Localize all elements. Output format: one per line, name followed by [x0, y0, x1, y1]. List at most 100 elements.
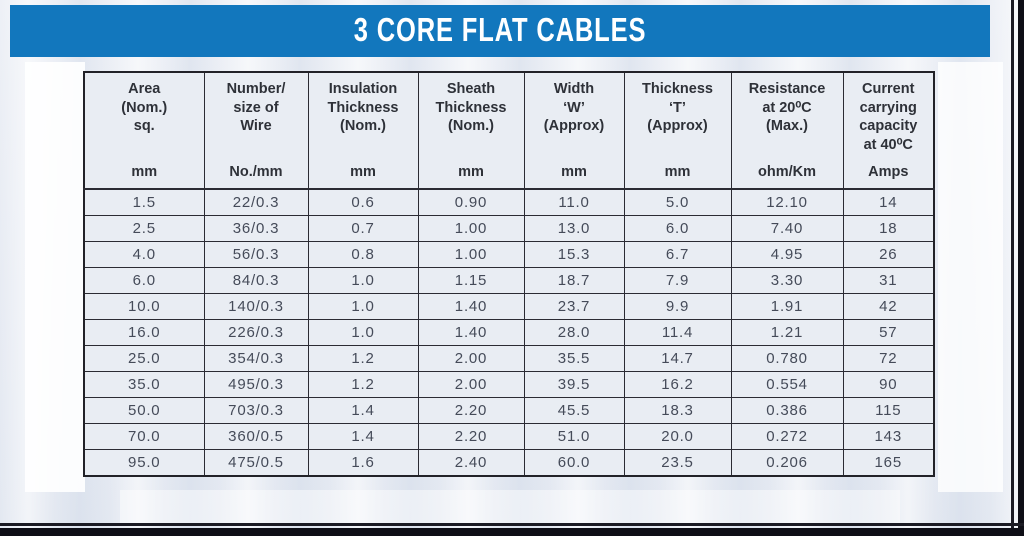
cell-insulation: 0.8: [307, 241, 419, 268]
cell-wire: 56/0.3: [203, 241, 309, 268]
cell-resistance: 0.780: [730, 345, 844, 372]
cell-insulation: 1.6: [307, 449, 419, 477]
cell-resistance: 1.91: [730, 293, 844, 320]
col-header-unit: mm: [458, 164, 484, 180]
cell-area: 10.0: [83, 293, 205, 320]
cell-insulation: 1.0: [307, 319, 419, 346]
cell-wire: 703/0.3: [203, 397, 309, 424]
cell-current: 115: [842, 397, 935, 424]
col-header-label: Area (Nom.) sq.: [121, 81, 168, 135]
col-header-unit: mm: [350, 164, 376, 180]
cell-area: 25.0: [83, 345, 205, 372]
cell-sheath: 2.20: [417, 423, 525, 450]
cell-resistance: 12.10: [730, 188, 844, 216]
cell-sheath: 1.00: [417, 241, 525, 268]
table-row: 95.0 475/0.5 1.6 2.40 60.0 23.5 0.206 165: [83, 449, 935, 477]
cell-width: 18.7: [523, 267, 625, 294]
cell-width: 28.0: [523, 319, 625, 346]
cell-wire: 495/0.3: [203, 371, 309, 398]
col-header-unit: No./mm: [229, 164, 283, 180]
cell-current: 18: [842, 215, 935, 242]
cell-wire: 226/0.3: [203, 319, 309, 346]
cell-width: 13.0: [523, 215, 625, 242]
cell-resistance: 3.30: [730, 267, 844, 294]
cell-wire: 140/0.3: [203, 293, 309, 320]
cell-area: 70.0: [83, 423, 205, 450]
table-row: 35.0 495/0.3 1.2 2.00 39.5 16.2 0.554 90: [83, 371, 935, 398]
col-header-label: Current carrying capacity at 40⁰C: [859, 81, 918, 153]
page-frame-bottom-line: [0, 523, 1024, 526]
header-row: Area (Nom.) sq. mm Number/size of Wire No./mm I…: [83, 71, 935, 190]
cell-thickness: 11.4: [623, 319, 732, 346]
cell-wire: 84/0.3: [203, 267, 309, 294]
cell-width: 39.5: [523, 371, 625, 398]
col-header-insulation: Insulation Thickness (Nom.) mm: [307, 71, 419, 190]
table-row: 4.0 56/0.3 0.8 1.00 15.3 6.7 4.95 26: [83, 241, 935, 268]
cell-sheath: 1.00: [417, 215, 525, 242]
cell-thickness: 5.0: [623, 188, 732, 216]
cell-wire: 360/0.5: [203, 423, 309, 450]
table-row: 6.0 84/0.3 1.0 1.15 18.7 7.9 3.30 31: [83, 267, 935, 294]
table-row: 16.0 226/0.3 1.0 1.40 28.0 11.4 1.21 57: [83, 319, 935, 346]
cell-sheath: 1.40: [417, 319, 525, 346]
col-header-unit: mm: [561, 164, 587, 180]
cell-width: 51.0: [523, 423, 625, 450]
page-frame-right-bar: [1018, 0, 1024, 536]
cell-insulation: 0.6: [307, 188, 419, 216]
cell-resistance: 1.21: [730, 319, 844, 346]
cell-wire: 22/0.3: [203, 188, 309, 216]
cell-sheath: 0.90: [417, 188, 525, 216]
page-title: 3 CORE FLAT CABLES: [353, 11, 647, 49]
col-header-sheath: Sheath Thickness (Nom.) mm: [417, 71, 525, 190]
table-row: 1.5 22/0.3 0.6 0.90 11.0 5.0 12.10 14: [83, 188, 935, 216]
cell-current: 14: [842, 188, 935, 216]
cell-width: 35.5: [523, 345, 625, 372]
cell-width: 15.3: [523, 241, 625, 268]
cell-thickness: 6.0: [623, 215, 732, 242]
cell-insulation: 1.4: [307, 397, 419, 424]
page-frame-bottom-bar: [0, 528, 1024, 536]
cell-thickness: 7.9: [623, 267, 732, 294]
cell-current: 90: [842, 371, 935, 398]
cell-area: 6.0: [83, 267, 205, 294]
cell-thickness: 18.3: [623, 397, 732, 424]
cell-current: 165: [842, 449, 935, 477]
table-row: 2.5 36/0.3 0.7 1.00 13.0 6.0 7.40 18: [83, 215, 935, 242]
cell-current: 143: [842, 423, 935, 450]
col-header-unit: ohm/Km: [758, 164, 816, 180]
col-header-label: Resistance at 20⁰C (Max.): [748, 81, 826, 135]
col-header-label: Thickness ‘T’ (Approx): [642, 81, 713, 135]
cell-width: 11.0: [523, 188, 625, 216]
cell-insulation: 1.4: [307, 423, 419, 450]
cell-area: 2.5: [83, 215, 205, 242]
cell-thickness: 9.9: [623, 293, 732, 320]
cell-width: 23.7: [523, 293, 625, 320]
cell-sheath: 2.00: [417, 345, 525, 372]
cell-thickness: 20.0: [623, 423, 732, 450]
cell-resistance: 0.272: [730, 423, 844, 450]
cell-area: 1.5: [83, 188, 205, 216]
cell-insulation: 1.0: [307, 293, 419, 320]
table-header: Area (Nom.) sq. mm Number/size of Wire No./mm I…: [83, 71, 935, 190]
cell-resistance: 4.95: [730, 241, 844, 268]
cell-current: 57: [842, 319, 935, 346]
cell-area: 16.0: [83, 319, 205, 346]
cell-thickness: 16.2: [623, 371, 732, 398]
cell-insulation: 1.2: [307, 371, 419, 398]
cell-current: 42: [842, 293, 935, 320]
cell-resistance: 0.386: [730, 397, 844, 424]
cell-sheath: 2.20: [417, 397, 525, 424]
col-header-unit: Amps: [868, 164, 909, 180]
col-header-current: Current carrying capacity at 40⁰C Amps: [842, 71, 935, 190]
table-row: 10.0 140/0.3 1.0 1.40 23.7 9.9 1.91 42: [83, 293, 935, 320]
title-banner: 3 CORE FLAT CABLES: [10, 5, 990, 57]
table-row: 25.0 354/0.3 1.2 2.00 35.5 14.7 0.780 72: [83, 345, 935, 372]
col-header-resistance: Resistance at 20⁰C (Max.) ohm/Km: [730, 71, 844, 190]
table-body: 1.5 22/0.3 0.6 0.90 11.0 5.0 12.10 14 2.5 36/0.3 0…: [83, 188, 935, 477]
scan-watermark: [938, 62, 1003, 492]
cell-current: 72: [842, 345, 935, 372]
col-header-label: Width ‘W’ (Approx): [543, 81, 605, 135]
col-header-width: Width ‘W’ (Approx) mm: [523, 71, 625, 190]
col-header-unit: mm: [131, 164, 158, 180]
